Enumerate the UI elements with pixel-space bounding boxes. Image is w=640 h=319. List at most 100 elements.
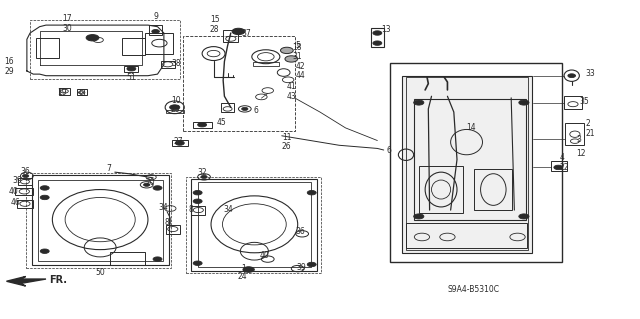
Text: 39: 39 (12, 175, 22, 185)
Text: 11
26: 11 26 (282, 133, 291, 152)
Ellipse shape (519, 100, 529, 105)
Bar (406, 77, 529, 250)
Text: 5: 5 (296, 41, 301, 49)
Text: 1: 1 (241, 264, 246, 273)
Bar (30, 20, 180, 79)
Text: 15
28: 15 28 (210, 15, 220, 33)
Text: 40: 40 (260, 251, 270, 260)
Ellipse shape (519, 214, 529, 219)
Text: 10
25: 10 25 (171, 96, 180, 115)
Ellipse shape (280, 47, 293, 54)
Ellipse shape (307, 262, 316, 267)
Ellipse shape (413, 100, 424, 105)
Bar (564, 96, 582, 109)
Bar (149, 25, 162, 34)
Bar (124, 66, 138, 71)
Text: 8: 8 (188, 205, 193, 214)
Ellipse shape (242, 107, 248, 110)
Bar (18, 178, 32, 185)
Text: 8: 8 (164, 218, 169, 226)
Ellipse shape (127, 67, 136, 71)
Text: 42
44: 42 44 (296, 62, 305, 80)
Ellipse shape (193, 199, 202, 204)
Text: 18
31: 18 31 (292, 43, 301, 61)
Ellipse shape (40, 195, 49, 200)
Ellipse shape (40, 249, 49, 253)
Bar (191, 206, 205, 215)
Text: 34: 34 (223, 205, 233, 214)
Bar (145, 33, 173, 54)
Text: 14: 14 (467, 123, 476, 132)
Ellipse shape (193, 190, 202, 195)
Bar (17, 200, 33, 208)
Ellipse shape (193, 261, 202, 265)
Bar (166, 225, 180, 234)
Text: 51: 51 (126, 73, 136, 82)
Text: 40: 40 (9, 187, 19, 196)
Text: 17
30: 17 30 (62, 14, 72, 33)
Bar (253, 63, 278, 66)
Text: 9: 9 (154, 12, 159, 21)
Text: 46: 46 (10, 198, 20, 207)
Text: 3: 3 (576, 135, 581, 145)
Ellipse shape (285, 56, 298, 62)
Text: 4
22: 4 22 (559, 153, 569, 172)
Bar (565, 123, 584, 145)
Bar (550, 161, 566, 171)
Ellipse shape (232, 28, 245, 34)
Text: 6: 6 (387, 146, 392, 155)
Text: 39: 39 (296, 263, 306, 271)
Ellipse shape (373, 41, 382, 45)
Bar (390, 63, 562, 262)
Text: 41
43: 41 43 (287, 82, 296, 101)
Ellipse shape (198, 122, 207, 127)
Bar (59, 88, 70, 95)
Bar (26, 173, 171, 268)
Ellipse shape (153, 257, 162, 261)
Bar (414, 100, 526, 219)
Text: 24: 24 (237, 272, 247, 281)
Text: FR.: FR. (49, 275, 67, 285)
Text: 27: 27 (173, 137, 183, 146)
Text: 12: 12 (576, 149, 586, 158)
Bar (166, 109, 184, 113)
Text: 2
21: 2 21 (585, 119, 595, 138)
Bar (419, 166, 463, 213)
Ellipse shape (40, 186, 49, 190)
Bar (77, 89, 87, 95)
Bar (15, 188, 33, 195)
Text: 36: 36 (20, 167, 30, 176)
Bar (401, 76, 532, 253)
Ellipse shape (307, 190, 316, 195)
Bar (221, 103, 234, 112)
Bar (186, 177, 321, 273)
Ellipse shape (86, 34, 99, 41)
Ellipse shape (143, 183, 150, 186)
Ellipse shape (175, 141, 184, 145)
Text: 20: 20 (145, 178, 155, 187)
Text: 19: 19 (57, 88, 67, 97)
Text: 38: 38 (77, 89, 86, 98)
Bar (474, 169, 513, 210)
Text: 34: 34 (158, 203, 168, 212)
Text: 45: 45 (217, 118, 227, 127)
Ellipse shape (568, 74, 575, 78)
Bar (223, 30, 239, 42)
Text: 16
29: 16 29 (4, 57, 14, 76)
Text: 13: 13 (381, 25, 391, 34)
Ellipse shape (373, 31, 382, 35)
Ellipse shape (152, 30, 159, 33)
Bar (172, 140, 188, 146)
Ellipse shape (170, 105, 180, 110)
Text: 6: 6 (253, 106, 258, 115)
Text: 36: 36 (296, 227, 305, 236)
Bar (193, 122, 212, 128)
Text: 50: 50 (96, 268, 106, 277)
Bar (32, 175, 169, 265)
Text: 33: 33 (585, 69, 595, 78)
Text: S9A4-B5310C: S9A4-B5310C (447, 285, 499, 294)
Bar (198, 182, 311, 267)
Bar (36, 38, 59, 58)
Bar (38, 180, 163, 261)
Text: 37: 37 (242, 28, 252, 38)
